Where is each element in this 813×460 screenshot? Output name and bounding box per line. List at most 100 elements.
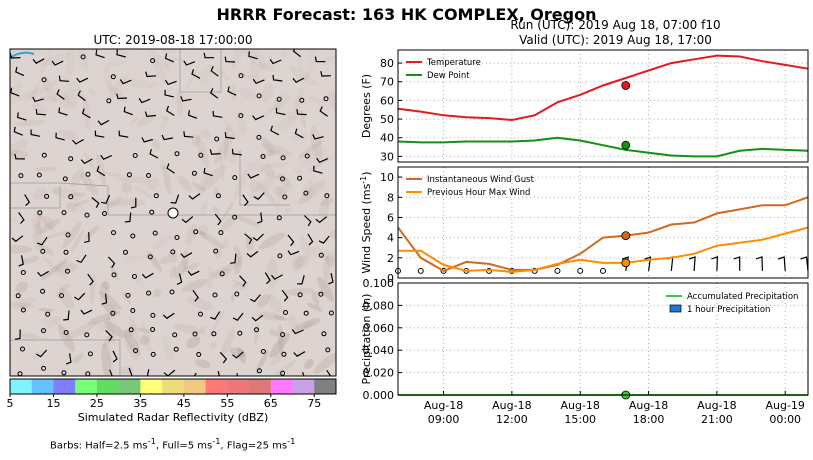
calm-circle	[280, 155, 286, 161]
calm-circle	[65, 268, 70, 274]
calm-circle	[110, 74, 116, 80]
wind-barb	[312, 134, 324, 140]
calm-circle	[256, 368, 262, 374]
calm-circle	[41, 152, 47, 158]
terrain-shade	[161, 49, 176, 55]
calm-circle	[328, 310, 334, 316]
wind-barb	[252, 115, 265, 121]
colorbar-tick-label: 65	[264, 397, 278, 410]
wind-barb	[123, 106, 133, 116]
terrain-shade	[36, 218, 61, 235]
wind-barb	[224, 132, 235, 140]
terrain-shade	[89, 272, 96, 304]
y-tick-label: 0.020	[363, 367, 395, 380]
terrain-shade	[220, 262, 241, 272]
terrain-shade	[128, 314, 141, 347]
terrain-shade	[101, 343, 112, 376]
calm-circle	[45, 311, 51, 317]
terrain-shade	[292, 255, 304, 271]
terrain-shade	[198, 172, 208, 198]
colorbar-segment	[292, 379, 315, 394]
wind-barb	[63, 310, 70, 321]
terrain-shade	[147, 251, 163, 272]
station-wind-barb	[688, 256, 696, 271]
calm-circle	[40, 288, 46, 294]
wind-barb	[146, 369, 150, 376]
terrain-shade	[177, 175, 193, 192]
calm-circle	[277, 253, 283, 259]
terrain-shade	[206, 265, 214, 290]
map-frame	[9, 48, 337, 377]
calm-circle	[68, 194, 74, 200]
wind-barb	[307, 233, 314, 246]
calm-circle	[211, 331, 217, 337]
terrain-shade	[277, 324, 284, 354]
wind-barb	[217, 370, 220, 376]
terrain-shade	[55, 262, 78, 274]
calm-circle	[18, 173, 24, 179]
terrain-shade	[66, 202, 78, 213]
y-tick-label: 50	[380, 113, 394, 126]
wind-barb	[292, 49, 302, 58]
wind-barb	[58, 107, 68, 116]
terrain-shade	[73, 199, 90, 207]
calm-circle	[192, 331, 198, 337]
terrain-shade	[89, 319, 110, 332]
terrain-shade	[42, 76, 57, 103]
wind-barb	[55, 132, 65, 141]
calm-circle	[102, 211, 107, 216]
wind-barb	[287, 250, 300, 256]
station-wind-barb	[755, 256, 763, 271]
terrain-shade	[18, 334, 51, 340]
colorbar-tick-label: 45	[177, 397, 191, 410]
terrain-shade	[229, 347, 246, 358]
terrain-shade	[103, 320, 127, 339]
wind-barb	[130, 197, 137, 209]
terrain-shade	[270, 349, 285, 366]
calm-circle	[254, 327, 259, 333]
wind-barb	[242, 194, 249, 207]
wind-barb	[314, 56, 326, 63]
wind-barb	[252, 233, 264, 242]
terrain-shade	[41, 258, 68, 281]
terrain-shade	[266, 169, 276, 179]
terrain-shade	[214, 247, 223, 259]
terrain-shade	[136, 114, 156, 127]
terrain-shade	[257, 181, 277, 206]
legend-label: Accumulated Precipitation	[687, 292, 798, 302]
run-time: Run (UTC): 2019 Aug 18, 07:00 f10	[510, 18, 721, 32]
terrain-shade	[70, 229, 85, 253]
y-tick-label: 0.100	[363, 277, 395, 290]
wind-barb	[248, 51, 258, 60]
terrain-shade	[55, 283, 70, 297]
wind-barb	[76, 77, 89, 83]
terrain-shade	[28, 75, 44, 102]
y-tick-label: 0.040	[363, 344, 395, 357]
calm-circle	[106, 98, 112, 104]
y-tick-label: 0.000	[363, 389, 395, 402]
wind-barb	[96, 165, 106, 177]
wind-barb	[291, 329, 304, 335]
terrain-shade	[202, 164, 226, 191]
wind-barb	[80, 309, 93, 315]
wind-barb	[77, 90, 86, 102]
wind-barb	[302, 372, 305, 376]
terrain-shade	[66, 49, 76, 76]
terrain-shade	[99, 281, 110, 305]
calm-circle	[173, 346, 179, 352]
highlight-point	[621, 81, 631, 90]
terrain-shade	[267, 148, 275, 157]
barbs-caption: Barbs: Half=2.5 ms-1, Full=5 ms-1, Flag=…	[50, 436, 296, 452]
chart-panel-2: 0 2 4 6 8 10 Wind Speed (ms-1) Instantaneous Wi…	[359, 166, 809, 285]
terrain-shade	[258, 62, 274, 71]
terrain-shade	[288, 65, 318, 87]
station-wind-barb	[711, 256, 719, 271]
terrain-shade	[260, 163, 270, 174]
terrain-shade	[96, 153, 106, 186]
calm-circle	[36, 172, 42, 178]
legend-swatch	[669, 304, 682, 313]
terrain-shade	[36, 211, 42, 230]
terrain-shade	[234, 214, 260, 228]
wind-barb	[247, 173, 260, 179]
